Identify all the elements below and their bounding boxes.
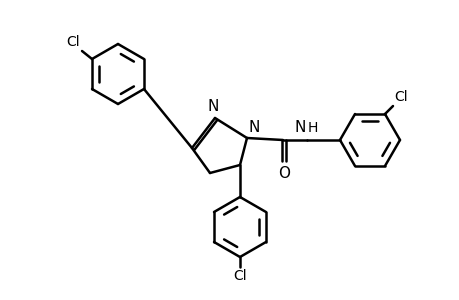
Text: N: N xyxy=(294,120,305,135)
Text: O: O xyxy=(277,166,289,181)
Text: N: N xyxy=(248,120,260,135)
Text: Cl: Cl xyxy=(393,90,407,104)
Text: Cl: Cl xyxy=(233,269,246,283)
Text: N: N xyxy=(207,99,218,114)
Text: Cl: Cl xyxy=(66,35,80,49)
Text: H: H xyxy=(308,121,318,135)
